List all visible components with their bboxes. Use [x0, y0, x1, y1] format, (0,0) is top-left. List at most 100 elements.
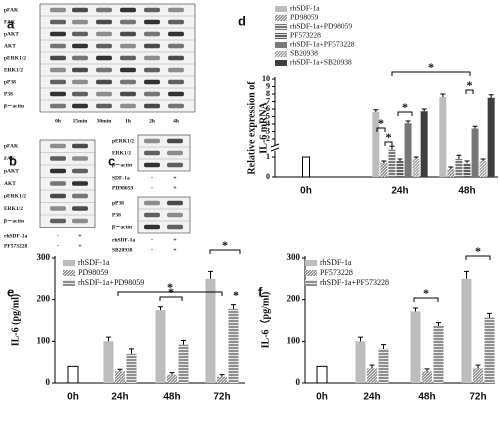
panel-label: d — [238, 13, 246, 28]
legend-label: rhSDF-1a+PD98059 — [290, 22, 352, 31]
blot-row-label: ERK1/2 — [4, 206, 23, 212]
blot-band — [144, 7, 160, 13]
blot-row-label: pP38 — [112, 200, 124, 206]
blot-band — [168, 67, 184, 73]
treatment-level: - — [57, 243, 59, 249]
treatment-label: PD98059 — [112, 185, 133, 191]
y-tick-label: 300 — [287, 252, 301, 262]
error-bar — [106, 336, 111, 342]
lane-label: 4h — [173, 118, 179, 124]
significance-bracket — [465, 255, 491, 260]
blot-row-label: AKT — [4, 181, 16, 187]
error-bar — [405, 120, 411, 124]
legend-label: PF573228 — [320, 268, 353, 277]
blot-band — [167, 212, 183, 218]
error-bar — [488, 94, 494, 98]
blot-band — [144, 212, 160, 218]
blot-band — [144, 150, 160, 156]
treatment-level: + — [173, 185, 177, 191]
blot-band — [50, 103, 66, 109]
blot-band — [50, 67, 66, 73]
significance-mark: * — [428, 60, 434, 74]
blot-band — [144, 31, 160, 37]
error-bar — [487, 312, 492, 318]
bar — [316, 365, 328, 384]
legend-swatch — [275, 24, 287, 30]
blot-row-label: β－actin — [4, 103, 24, 109]
y-tick-label: 2 — [266, 134, 270, 143]
legend-label: rhSDF-1a+PD98059 — [78, 278, 144, 287]
bar — [302, 156, 310, 178]
significance-bracket — [117, 291, 223, 296]
legend-swatch — [275, 51, 287, 57]
error-bar — [369, 364, 375, 369]
bar — [404, 123, 412, 177]
treatment-level: + — [173, 247, 177, 253]
blot-band — [168, 19, 184, 25]
legend-swatch — [275, 42, 287, 48]
blot-band — [72, 181, 88, 186]
lane-label: 30min — [97, 118, 112, 124]
y-tick-label: 9 — [266, 81, 270, 90]
lane-label: 1h — [125, 118, 131, 124]
significance-mark: * — [402, 100, 408, 114]
blot-band — [72, 103, 88, 109]
error-bar — [381, 344, 386, 349]
y-axis-label: Relative expression of — [246, 81, 257, 175]
legend-swatch — [275, 60, 287, 66]
blot-band — [96, 55, 112, 61]
legend-label: rhSDF-1a+PF573228 — [320, 278, 389, 287]
legend-swatch — [63, 280, 75, 286]
y-tick-label: 0 — [266, 172, 270, 181]
blot-row-label: pP38 — [4, 79, 16, 85]
blot-band — [167, 162, 183, 168]
blot-band — [96, 67, 112, 73]
y-tick-label: 1 — [266, 152, 270, 161]
x-tick-label: 0h — [300, 186, 312, 197]
blot-band — [144, 19, 160, 25]
x-tick-label: 72h — [469, 392, 486, 403]
axis-break-mark — [270, 143, 280, 152]
y-tick-label: 7 — [266, 96, 270, 105]
y-axis-label: IL-6 mRNA — [258, 102, 269, 154]
treatment-level: - — [151, 175, 153, 181]
blot-row-label: pFAK — [4, 143, 19, 149]
error-bar — [424, 368, 430, 372]
blot-row-label: ERK1/2 — [112, 150, 131, 156]
blot-band — [50, 218, 66, 224]
x-tick-label: 48h — [458, 186, 475, 197]
blot-row-label: P38 — [4, 91, 13, 97]
blot-band — [144, 91, 160, 97]
panel-label: e — [7, 284, 14, 299]
error-bar — [231, 304, 236, 309]
blot-row-label: ERK1/2 — [4, 67, 23, 73]
blot-row-label: pFAK — [4, 7, 19, 13]
blot-band — [120, 91, 136, 97]
blot-band — [50, 193, 66, 199]
bar — [473, 368, 483, 383]
blot-band — [144, 224, 160, 230]
blot-row-label: β－actin — [112, 162, 132, 168]
treatment-label: SB20938 — [112, 247, 133, 253]
y-tick-label: 200 — [37, 294, 51, 304]
blot-band — [144, 162, 160, 168]
error-bar — [464, 160, 470, 163]
significance-mark: * — [386, 130, 392, 144]
treatment-level: - — [151, 247, 153, 253]
blot-band — [120, 19, 136, 25]
blot-band — [72, 67, 88, 73]
blot-band — [167, 138, 183, 144]
legend-label: rhSDF-1a+PF573228 — [290, 40, 355, 49]
blot-band — [144, 67, 160, 73]
blot-band — [50, 43, 66, 49]
bar — [167, 374, 177, 383]
bar — [396, 161, 404, 177]
x-tick-label: 0h — [316, 392, 328, 403]
blot-band — [144, 43, 160, 49]
blot-band — [144, 55, 160, 61]
blot-band — [96, 103, 112, 109]
legend-swatch — [63, 270, 75, 276]
legend-swatch — [305, 280, 317, 286]
x-tick-label: 24h — [111, 392, 128, 403]
